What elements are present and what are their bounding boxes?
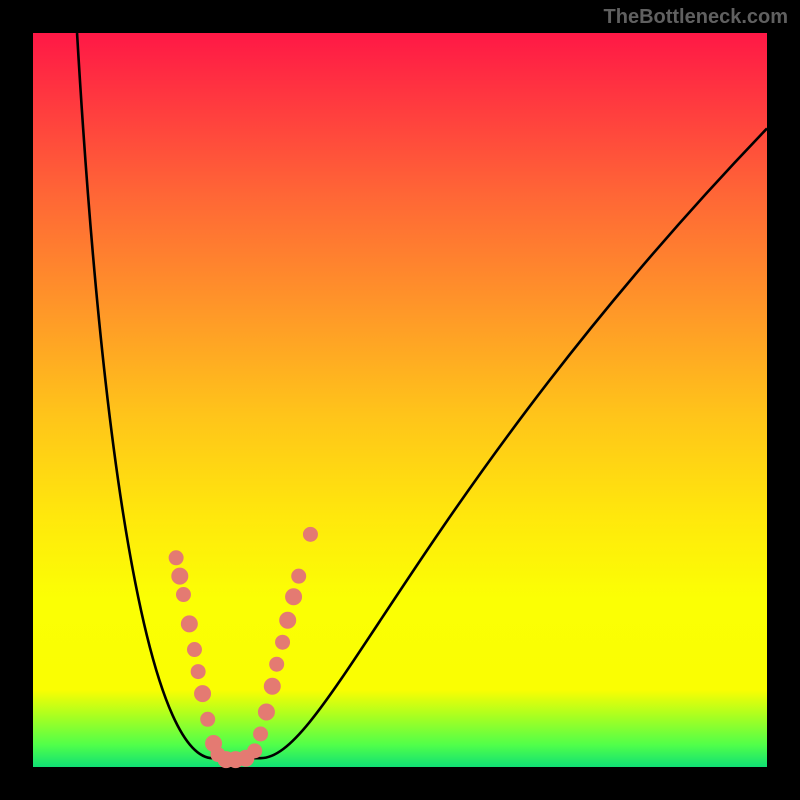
data-point: [172, 568, 188, 584]
chart-root: TheBottleneck.com: [0, 0, 800, 800]
data-point: [276, 635, 290, 649]
data-point: [303, 527, 317, 541]
data-point: [176, 588, 190, 602]
data-point: [270, 657, 284, 671]
data-point: [191, 665, 205, 679]
data-point: [201, 712, 215, 726]
plot-background: [33, 33, 767, 767]
data-point: [280, 612, 296, 628]
data-point: [286, 589, 302, 605]
data-point: [181, 616, 197, 632]
bottleneck-chart: [0, 0, 800, 800]
data-point: [195, 686, 211, 702]
data-point: [187, 643, 201, 657]
data-point: [254, 727, 268, 741]
data-point: [169, 551, 183, 565]
data-point: [264, 678, 280, 694]
data-point: [292, 569, 306, 583]
watermark-text: TheBottleneck.com: [604, 6, 788, 29]
data-point: [248, 744, 262, 758]
data-point: [258, 704, 274, 720]
